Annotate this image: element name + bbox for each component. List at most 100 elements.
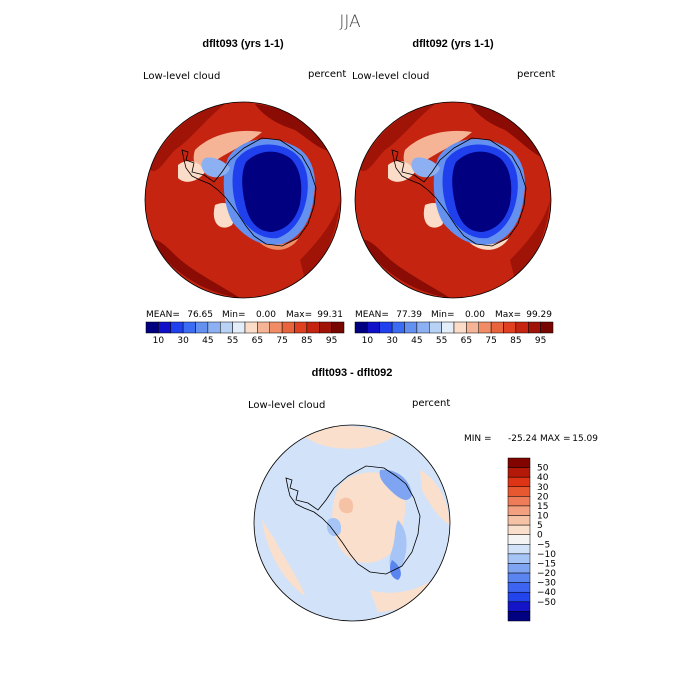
panel-diff-units: percent [412,398,450,409]
panel-left-dark-region-2 [255,104,335,151]
panel-left-units: percent [308,69,346,80]
panel-diff-colorbar-swatch [507,524,531,535]
panel-diff-colorbar-tick: 10 [537,512,549,522]
panel-diff-colorbar-tick: −15 [537,559,556,569]
panel-left-cont-core [242,151,302,232]
panel-diff-positive-region-5 [370,580,432,612]
panel-left-map [145,102,341,298]
panel-right-colorbar-swatch [540,321,554,334]
panel-right-colorbar-swatch [416,321,430,334]
panel-left-dark-region-3 [150,239,240,298]
panel-right-colorbar-tick: 55 [436,336,447,346]
panel-left-colorbar-tick: 85 [301,336,312,346]
panel-left-title: dflt093 (yrs 1-1) [202,38,284,50]
panel-left-colorbar-swatch [158,321,171,334]
panel-diff-colorbar-swatch [507,515,531,526]
panel-left-mean-label: MEAN= [146,310,180,320]
panel-left-colorbar-swatch [220,321,233,334]
panel-right-colorbar-swatch [354,321,368,334]
panel-right-colorbar-swatch [490,321,504,334]
panel-right-map [355,102,551,298]
panel-right-light-band-4 [465,236,510,250]
panel-diff-colorbar-swatch [507,582,531,593]
panel-diff-colorbar-tick: 5 [537,521,543,531]
panel-right-colorbar-swatch [453,321,467,334]
panel-right-min-label: Min= [431,310,455,320]
panel-diff-negative-region [379,469,412,500]
figure-title: JJA [339,12,361,32]
panel-right-dark-region-3 [360,239,450,298]
panel-left-min: 0.00 [256,310,276,320]
panel-right-colorbar-tick: 45 [411,336,422,346]
panel-diff-colorbar-tick: −5 [537,540,550,550]
panel-left-border [144,101,342,299]
panel-left-max: 99.31 [317,310,343,320]
panel-diff-colorbar-swatch [507,457,531,468]
panel-diff-colorbar-tick: 20 [537,492,549,502]
panel-diff-colorbar-swatch [507,553,531,564]
panel-left-peninsula [201,157,230,178]
panel-right-units: percent [517,69,555,80]
panel-left-colorbar-swatch [182,321,196,334]
panel-diff-positive-spot [338,497,354,514]
panel-right-colorbar-swatch [515,321,529,334]
panel-diff-positive-region [300,425,395,449]
panel-diff-positive-region-2 [332,472,406,563]
panel-left-colorbar-tick: 75 [276,336,287,346]
panel-left-coastline [181,137,317,247]
panel-diff-title: dflt093 - dflt092 [312,367,393,379]
panel-right-dark-region [360,104,435,171]
panel-diff-coastline [285,465,421,575]
panel-diff-map [254,425,450,621]
panel-diff-colorbar-swatch [507,591,531,603]
panel-left-colorbar-tick: 55 [227,336,238,346]
panel-left-colorbar-swatch [281,321,295,334]
panel-left-colorbar-swatch [207,321,221,334]
panel-right-min: 0.00 [465,310,485,320]
panel-right: dflt092 (yrs 1-1) Low-level cloud percen… [352,38,555,346]
panel-diff-colorbar-tick: 50 [537,464,549,474]
panel-left-colorbar-swatch [306,321,320,334]
panel-right-field-label: Low-level cloud [352,71,429,82]
panel-left-colorbar-tick: 65 [252,336,263,346]
panel-diff-colorbar-tick: −10 [537,550,556,560]
panel-right-dark-region-2 [470,104,548,159]
panel-diff-colorbar-tick: 15 [537,502,548,512]
panel-diff-negative-region-4 [390,560,401,580]
panel-diff-max: 15.09 [572,434,598,444]
panel-diff-negative-region-2 [389,520,407,573]
panel-right-colorbar: 10 30 45 55 65 75 85 95 [354,321,554,346]
panel-left-colorbar: 10 30 45 55 65 75 85 95 [145,321,345,346]
panel-left-colorbar-tick: 10 [153,336,165,346]
panel-left-colorbar-swatch [244,321,258,334]
panel-right-colorbar-tick: 10 [362,336,374,346]
panel-diff-colorbar-swatch [507,563,531,574]
panel-diff-colorbar-swatch [507,467,531,478]
panel-diff-colorbar-tick: 40 [537,473,549,483]
panel-left-dark-region-4 [300,200,340,280]
panel-diff-colorbar-swatch [507,544,531,555]
panel-right-mean-label: MEAN= [355,310,389,320]
panel-diff-colorbar-swatch [507,486,531,497]
panel-right-mean: 77.39 [396,310,422,320]
panel-left-dark-region [150,104,225,171]
panel-diff-min-label: MIN = [464,434,492,444]
panel-diff-colorbar-swatch [507,611,531,622]
panel-right-border [354,101,552,299]
panel-diff-colorbar-tick: −50 [537,598,556,608]
panel-right-colorbar-swatch [528,321,541,334]
panel-right-colorbar-tick: 30 [386,336,398,346]
panel-diff-colorbar-swatch [507,534,531,545]
panel-diff-colorbar-swatch [507,505,531,516]
panel-left-colorbar-swatch [319,321,332,334]
panel-left-colorbar-swatch [232,321,246,334]
panel-diff-colorbar-swatch [507,601,531,612]
panel-left-colorbar-tick: 30 [177,336,189,346]
panel-left-colorbar-tick: 95 [326,336,337,346]
panel-right-colorbar-swatch [441,321,455,334]
panel-diff-colorbar-swatch [507,572,531,583]
panel-diff-colorbar-tick: 0 [537,531,543,541]
panel-diff-border [253,424,451,622]
panel-diff-colorbar-tick: −20 [537,569,556,579]
